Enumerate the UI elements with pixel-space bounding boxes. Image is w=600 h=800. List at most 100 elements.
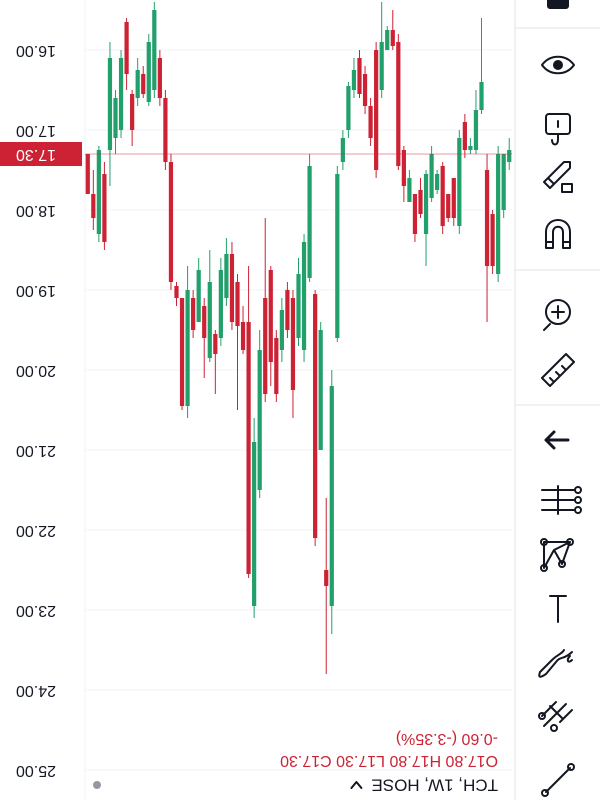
- brush-tool[interactable]: [538, 649, 573, 678]
- candle-body: [235, 282, 240, 326]
- candle-body: [423, 174, 429, 234]
- arrow-tool[interactable]: [544, 430, 570, 450]
- candle-body: [324, 570, 329, 586]
- candle-body: [246, 322, 251, 574]
- candle-body: [163, 98, 168, 162]
- candle-body: [473, 110, 479, 150]
- symbol-dropdown[interactable]: [350, 781, 363, 789]
- lock-tool[interactable]: [545, 113, 571, 146]
- price-label-box: [0, 142, 82, 166]
- candle-body: [107, 58, 113, 150]
- candle-body: [240, 322, 246, 350]
- candle-body: [396, 42, 401, 166]
- candle-body: [124, 22, 129, 74]
- price-axis: 16.00 17.00 18.00 19.00 20.00 21.00 22.00 23.00…: [0, 42, 512, 779]
- text-tool[interactable]: [549, 595, 567, 623]
- y-tick-label: 23.00: [16, 602, 56, 619]
- candle-body: [91, 194, 96, 218]
- candle-body: [440, 166, 445, 226]
- candle-body: [351, 70, 357, 90]
- candle-body: [435, 174, 440, 190]
- candle-body: [362, 74, 368, 106]
- candle-body: [479, 82, 484, 110]
- candle-body: [96, 150, 101, 234]
- candle-body: [285, 290, 290, 330]
- candle-body: [501, 154, 506, 210]
- candle-body: [490, 214, 495, 266]
- candle-body: [218, 270, 223, 338]
- candle-body: [85, 154, 90, 194]
- candle-body: [340, 138, 345, 162]
- candle-body: [401, 150, 406, 186]
- candle-body: [335, 174, 340, 338]
- candle-body: [484, 170, 490, 266]
- y-tick-label: 21.00: [16, 442, 56, 459]
- candle-body: [257, 350, 262, 490]
- pitchfork-tool[interactable]: [538, 701, 573, 732]
- candle-body: [224, 254, 229, 298]
- fib-tool[interactable]: [541, 485, 582, 515]
- candle-body: [229, 254, 235, 322]
- candles: [85, 2, 512, 674]
- pattern-tool[interactable]: [540, 538, 574, 572]
- candle-body: [268, 270, 273, 362]
- candle-body: [368, 106, 373, 138]
- candle-body: [507, 150, 512, 162]
- status-dot: [93, 781, 101, 789]
- candle-body: [318, 330, 323, 450]
- ruler-tool[interactable]: [541, 353, 575, 387]
- candle-body: [185, 290, 190, 406]
- candle-body: [390, 30, 395, 46]
- candle-body: [412, 194, 418, 234]
- visibility-tool[interactable]: [541, 55, 575, 75]
- candle-body: [307, 166, 312, 278]
- lock-drawing-tool[interactable]: [543, 161, 573, 193]
- candle-body: [252, 442, 257, 606]
- settings-tool[interactable]: [547, 0, 569, 9]
- candle-body: [118, 58, 124, 130]
- candle-body: [157, 58, 162, 98]
- magnet-tool[interactable]: [545, 219, 571, 249]
- ohlc-values: O17.80 H17.80 L17.30 C17.30: [280, 752, 498, 769]
- candle-body: [174, 286, 179, 298]
- y-tick-label: 16.00: [16, 42, 56, 59]
- candle-body: [152, 10, 157, 90]
- candle-body: [418, 190, 423, 214]
- symbol-title[interactable]: TCH, 1W, HOSE: [371, 776, 498, 795]
- candle-body: [329, 386, 334, 606]
- zoom-tool[interactable]: [543, 299, 571, 331]
- candle-body: [385, 30, 390, 50]
- candle-body: [301, 242, 307, 350]
- y-tick-label: 24.00: [16, 682, 56, 699]
- y-tick-label: 22.00: [16, 522, 56, 539]
- candle-body: [196, 270, 201, 322]
- candle-body: [457, 138, 462, 226]
- candle-body: [357, 58, 362, 94]
- candle-body: [379, 42, 384, 90]
- y-tick-label: 18.00: [16, 202, 56, 219]
- toolbar: [514, 0, 600, 800]
- candle-body: [179, 298, 185, 406]
- candle-body: [346, 86, 351, 130]
- candle-body: [374, 50, 379, 170]
- trend-line-tool[interactable]: [541, 763, 575, 797]
- candle-body: [496, 154, 501, 274]
- y-tick-label: 25.00: [16, 762, 56, 779]
- y-tick-label: 17.00: [16, 122, 56, 139]
- candle-body: [451, 178, 456, 218]
- candle-body: [141, 74, 146, 94]
- price-change: -0.60 (-3.35%): [396, 730, 498, 747]
- candle-body: [213, 334, 218, 354]
- y-tick-label: 19.00: [16, 282, 56, 299]
- candle-body: [296, 274, 301, 338]
- y-tick-label: 20.00: [16, 362, 56, 379]
- candle-body: [102, 174, 107, 242]
- candle-body: [135, 70, 140, 98]
- candle-body: [130, 94, 135, 130]
- candle-body: [207, 282, 212, 358]
- candle-body: [313, 294, 318, 538]
- candle-body: [274, 338, 279, 394]
